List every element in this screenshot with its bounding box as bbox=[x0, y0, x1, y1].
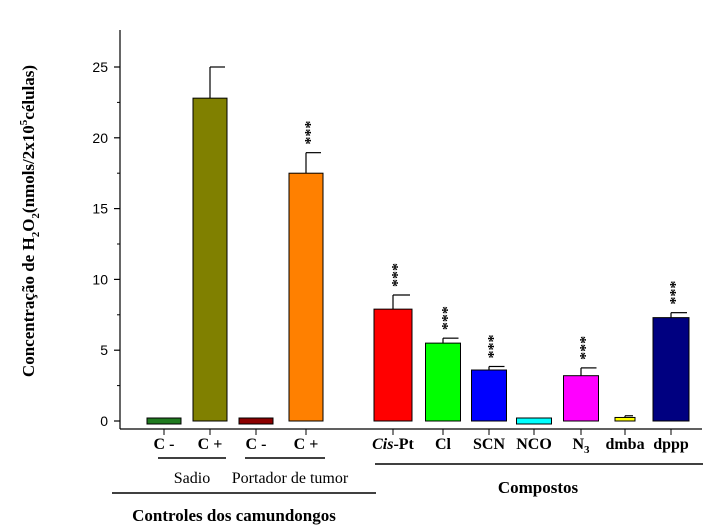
group-label-sadio: Sadio bbox=[174, 470, 210, 487]
group-labels: Sadio Portador de tumor Compostos Controles… bbox=[112, 457, 703, 525]
bar bbox=[146, 417, 182, 425]
bars: *** *** *** *** *** *** bbox=[146, 66, 690, 425]
x-tick-label: NCO bbox=[516, 436, 552, 453]
x-tick-label: C - bbox=[154, 436, 175, 453]
x-tick-label: SCN bbox=[473, 436, 505, 453]
y-tick-label: 10 bbox=[92, 271, 108, 287]
x-axis: C - C + C - C + Cis-Pt Cl SCN NCO N3 dmba dppp bbox=[120, 428, 702, 456]
y-tick-label: 15 bbox=[92, 201, 108, 217]
bar bbox=[373, 308, 413, 422]
x-tick-label: N3 bbox=[572, 436, 590, 456]
bar bbox=[563, 375, 599, 422]
group-label-portador: Portador de tumor bbox=[232, 470, 349, 487]
bar bbox=[614, 416, 636, 422]
bar bbox=[516, 417, 552, 425]
bar bbox=[471, 369, 507, 422]
bar bbox=[425, 342, 461, 422]
bar bbox=[288, 172, 324, 422]
significance-label: *** bbox=[440, 306, 457, 330]
significance-label: *** bbox=[390, 263, 407, 287]
x-tick-label: Cl bbox=[435, 436, 452, 453]
y-tick-label: 20 bbox=[92, 130, 108, 146]
x-tick-label: Cis-Pt bbox=[372, 436, 414, 453]
y-tick-label: 25 bbox=[92, 59, 108, 75]
significance-label: *** bbox=[303, 121, 320, 145]
y-axis-label: Concentração de H2O2(nmols/2x105células) bbox=[18, 65, 42, 377]
significance-label: *** bbox=[578, 336, 595, 360]
bar bbox=[238, 417, 274, 425]
x-tick-label: dmba bbox=[605, 436, 644, 453]
y-tick-label: 5 bbox=[100, 342, 108, 358]
x-tick-label: dppp bbox=[653, 436, 689, 453]
y-axis-title: Concentração de H2O2(nmols/2x105células) bbox=[18, 65, 42, 377]
group-label-controles: Controles dos camundongos bbox=[132, 506, 336, 525]
x-tick-label: C + bbox=[198, 436, 223, 453]
significance-label: *** bbox=[486, 334, 503, 358]
y-axis: 0 5 10 15 20 25 bbox=[92, 30, 121, 429]
significance-label: *** bbox=[668, 281, 685, 305]
group-label-compostos: Compostos bbox=[498, 478, 579, 497]
y-tick-label: 0 bbox=[100, 413, 108, 429]
x-tick-label: C - bbox=[246, 436, 267, 453]
bar bbox=[652, 317, 690, 422]
x-tick-label: C + bbox=[294, 436, 319, 453]
bar bbox=[192, 97, 228, 422]
